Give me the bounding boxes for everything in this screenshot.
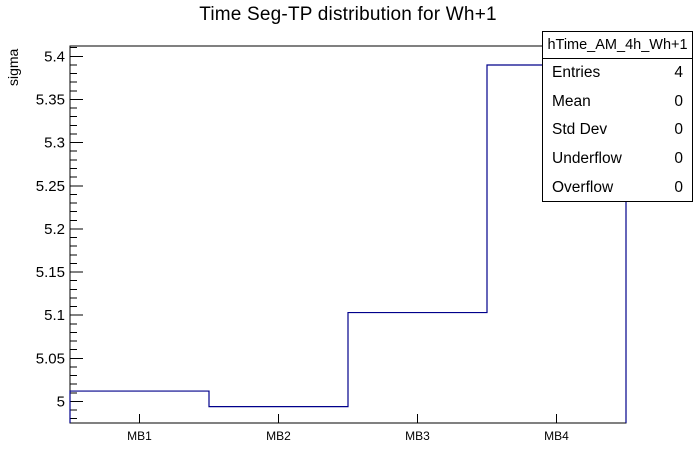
- x-tick-label: MB1: [127, 429, 152, 443]
- y-tick-label: 5.05: [36, 350, 65, 367]
- stats-row-value: 0: [674, 121, 683, 139]
- stats-row: Entries 4: [543, 59, 692, 88]
- stats-row-value: 0: [674, 178, 683, 196]
- stats-rows: Entries 4 Mean 0 Std Dev 0 Underflow 0 Overflow 0: [543, 59, 692, 202]
- y-tick-label: 5.4: [44, 48, 65, 65]
- y-tick-label: 5.3: [44, 135, 65, 152]
- stats-row-label: Underflow: [552, 150, 622, 168]
- x-tick-label: MB3: [405, 429, 430, 443]
- stats-row-label: Overflow: [552, 178, 614, 196]
- stats-row-value: 0: [674, 92, 683, 110]
- x-tick-label: MB2: [266, 429, 291, 443]
- stats-row: Std Dev 0: [543, 116, 692, 145]
- x-tick-label: MB4: [544, 429, 569, 443]
- stats-row-label: Std Dev: [552, 121, 608, 139]
- stats-row: Underflow 0: [543, 145, 692, 174]
- y-tick-label: 5.25: [36, 178, 65, 195]
- stats-row-value: 4: [674, 64, 683, 82]
- stats-row-value: 0: [674, 150, 683, 168]
- stats-box[interactable]: hTime_AM_4h_Wh+1 Entries 4 Mean 0 Std Dev 0 Un…: [542, 31, 693, 202]
- stats-row-label: Mean: [552, 92, 591, 110]
- stats-row: Overflow 0: [543, 173, 692, 202]
- y-tick-label: 5.15: [36, 264, 65, 281]
- stats-row: Mean 0: [543, 88, 692, 117]
- y-tick-label: 5.1: [44, 307, 65, 324]
- stats-row-label: Entries: [552, 64, 601, 82]
- y-tick-label: 5.2: [44, 221, 65, 238]
- y-tick-label: 5: [57, 393, 65, 410]
- plot-title: Time Seg-TP distribution for Wh+1: [199, 4, 497, 25]
- y-tick-label: 5.35: [36, 91, 65, 108]
- stats-box-title: hTime_AM_4h_Wh+1: [543, 32, 692, 59]
